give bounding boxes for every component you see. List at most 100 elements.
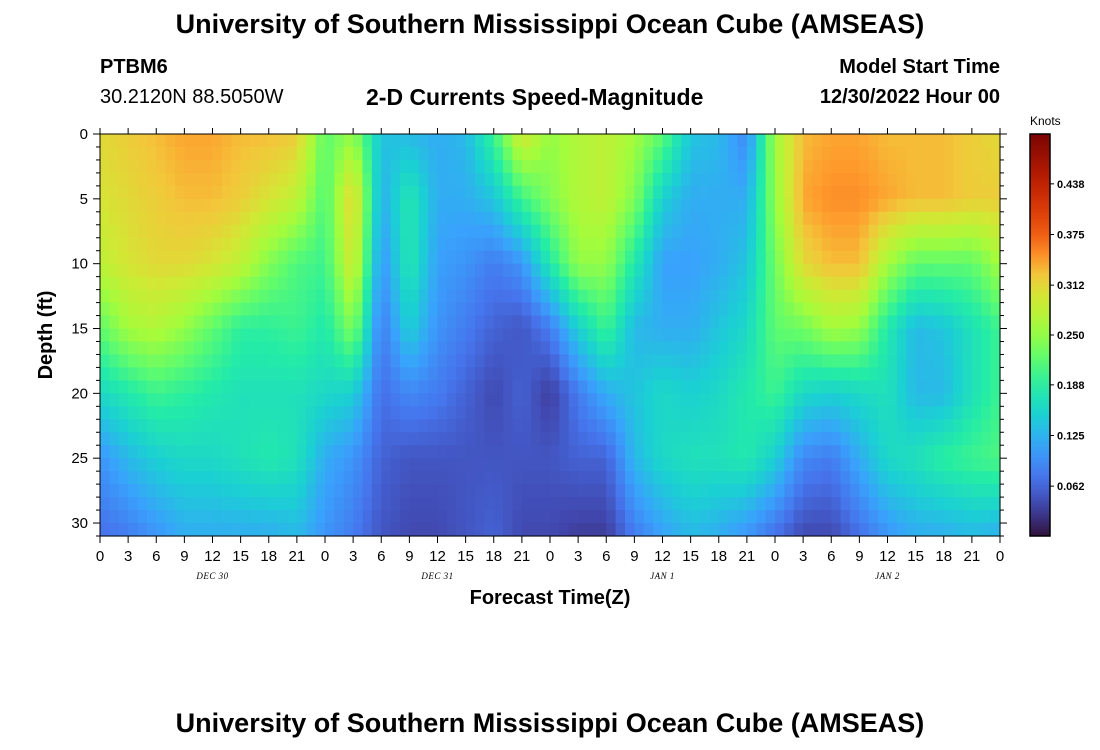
heatmap-cell [568, 367, 579, 381]
heatmap-cell [437, 134, 448, 148]
heatmap-cell [728, 458, 739, 472]
heatmap-cell [400, 185, 410, 200]
heatmap-cell [812, 432, 823, 446]
heatmap-cell [625, 276, 635, 291]
heatmap-cell [456, 458, 467, 472]
heatmap-cell [896, 497, 907, 511]
heatmap-cell [671, 211, 682, 226]
heatmap-cell [700, 458, 710, 472]
heatmap-cell [437, 393, 448, 407]
heatmap-cell [296, 185, 307, 200]
heatmap-cell [953, 367, 964, 381]
heatmap-cell [484, 484, 495, 498]
heatmap-cell [306, 510, 317, 524]
heatmap-cell [971, 458, 982, 472]
heatmap-cell [653, 146, 664, 161]
heatmap-cell [859, 328, 870, 343]
heatmap-cell [981, 224, 992, 239]
heatmap-cell [325, 497, 335, 511]
heatmap-cell [859, 146, 870, 161]
heatmap-cell [671, 237, 682, 252]
heatmap-cell [315, 445, 326, 459]
heatmap-cell [231, 484, 242, 498]
heatmap-cell [643, 328, 654, 343]
heatmap-cell [428, 134, 439, 148]
heatmap-cell [625, 172, 635, 187]
heatmap-cell [587, 458, 598, 472]
heatmap-cell [343, 497, 354, 511]
heatmap-cell [550, 146, 560, 161]
heatmap-cell [793, 445, 804, 459]
heatmap-cell [906, 406, 917, 420]
heatmap-cell [606, 276, 617, 291]
heatmap-cell [137, 354, 148, 369]
heatmap-cell [259, 523, 270, 537]
heatmap-cell [231, 198, 242, 213]
heatmap-cell [550, 159, 560, 174]
heatmap-cell [915, 198, 926, 213]
heatmap-cell [390, 315, 401, 330]
heatmap-cell [521, 458, 532, 472]
heatmap-cell [737, 445, 748, 459]
heatmap-cell [728, 250, 739, 265]
heatmap-cell [175, 172, 185, 187]
heatmap-cell [353, 523, 364, 537]
heatmap-cell [446, 172, 457, 187]
heatmap-cell [446, 185, 457, 200]
heatmap-cell [775, 315, 785, 330]
heatmap-cell [250, 237, 260, 252]
heatmap-cell [943, 198, 954, 213]
x-axis-ticks: 0 3 6 9 12 15 18 21 0 3 6 9 12 15 18 21 0 3 6 9 12 15 18 21 0 3 6 9… [96, 128, 1004, 581]
heatmap-cell [231, 289, 242, 304]
heatmap-cell [381, 471, 392, 485]
heatmap-cell [475, 263, 485, 278]
heatmap-cell [540, 198, 551, 213]
heatmap-cell [334, 134, 345, 148]
heatmap-cell [325, 134, 335, 148]
heatmap-cell [700, 289, 710, 304]
heatmap-cell [934, 523, 945, 537]
heatmap-cell [934, 341, 945, 356]
heatmap-cell [803, 185, 814, 200]
heatmap-cell [700, 497, 710, 511]
heatmap-cell [775, 380, 785, 394]
heatmap-cell [934, 289, 945, 304]
heatmap-cell [465, 276, 476, 291]
heatmap-cell [971, 510, 982, 524]
heatmap-cell [287, 185, 298, 200]
heatmap-cell [925, 458, 935, 472]
heatmap-cell [146, 406, 157, 420]
heatmap-cell [165, 367, 176, 381]
heatmap-cell [775, 146, 785, 161]
heatmap-cell [118, 146, 129, 161]
heatmap-cell [100, 224, 110, 239]
heatmap-cell [550, 445, 560, 459]
heatmap-cell [653, 250, 664, 265]
heatmap-cell [231, 302, 242, 317]
heatmap-cell [465, 432, 476, 446]
heatmap-cell [615, 315, 626, 330]
heatmap-cell [625, 224, 635, 239]
heatmap-cell [821, 172, 832, 187]
heatmap-cell [850, 380, 860, 394]
heatmap-cell [306, 367, 317, 381]
heatmap-cell [484, 328, 495, 343]
heatmap-cell [418, 484, 429, 498]
heatmap-cell [653, 276, 664, 291]
heatmap-cell [925, 510, 935, 524]
heatmap-cell [643, 406, 654, 420]
heatmap-cell [221, 354, 232, 369]
heatmap-cell [278, 380, 289, 394]
heatmap-cell [128, 510, 139, 524]
heatmap-cell [175, 276, 185, 291]
heatmap-cell [390, 328, 401, 343]
heatmap-cell [259, 419, 270, 433]
heatmap-cell [896, 432, 907, 446]
heatmap-cell [203, 237, 214, 252]
heatmap-cell [962, 406, 973, 420]
heatmap-cell [128, 393, 139, 407]
heatmap-cell [700, 302, 710, 317]
heatmap-cell [906, 315, 917, 330]
heatmap-cell [203, 315, 214, 330]
heatmap-cell [193, 406, 204, 420]
